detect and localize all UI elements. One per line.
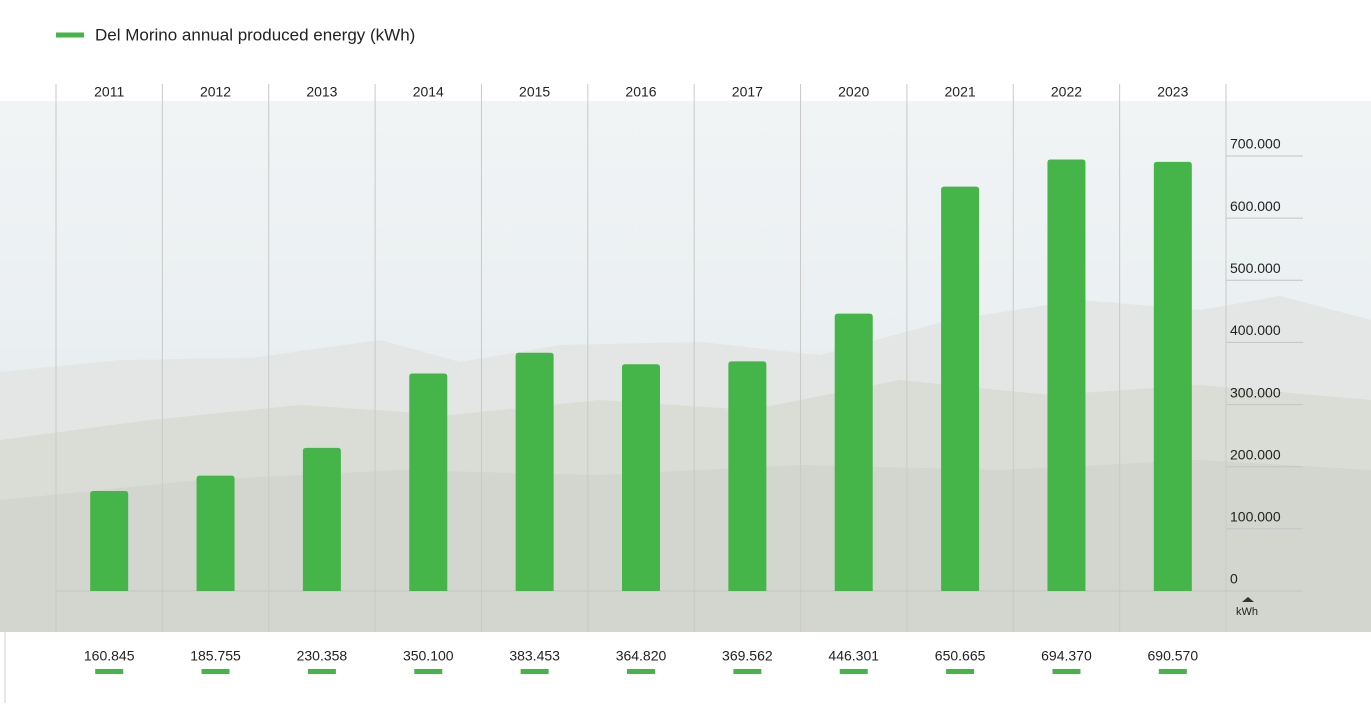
value-marker: [414, 669, 442, 674]
value-marker: [521, 669, 549, 674]
x-tick-label: 2017: [732, 84, 763, 100]
legend: Del Morino annual produced energy (kWh): [56, 25, 415, 44]
value-label: 694.370: [1041, 648, 1092, 664]
legend-label: Del Morino annual produced energy (kWh): [95, 25, 415, 44]
value-label: 185.755: [190, 648, 241, 664]
value-marker: [1159, 669, 1187, 674]
value-marker: [733, 669, 761, 674]
bar: [409, 373, 447, 591]
bar: [197, 476, 235, 591]
value-marker: [627, 669, 655, 674]
x-tick-label: 2011: [94, 84, 124, 100]
value-label: 160.845: [84, 648, 135, 664]
x-tick-label: 2023: [1157, 84, 1188, 100]
bar: [1154, 162, 1192, 591]
value-label: 383.453: [509, 648, 560, 664]
value-marker: [946, 669, 974, 674]
bar: [622, 364, 660, 591]
x-tick-label: 2012: [200, 84, 231, 100]
value-label: 350.100: [403, 648, 454, 664]
value-label: 650.665: [935, 648, 986, 664]
value-marker: [308, 669, 336, 674]
y-axis-label: kWh: [1236, 606, 1258, 618]
bar: [1047, 159, 1085, 591]
y-tick-label: 400.000: [1230, 322, 1281, 338]
value-label: 690.570: [1148, 648, 1199, 664]
bar: [835, 314, 873, 591]
y-tick-label: 500.000: [1230, 260, 1281, 276]
y-tick-label: 600.000: [1230, 198, 1281, 214]
x-tick-label: 2016: [625, 84, 656, 100]
bar: [303, 448, 341, 591]
value-label: 364.820: [616, 648, 667, 664]
value-marker: [840, 669, 868, 674]
bar: [728, 361, 766, 591]
x-tick-label: 2022: [1051, 84, 1082, 100]
value-label: 230.358: [297, 648, 348, 664]
value-marker: [1052, 669, 1080, 674]
y-tick-label: 300.000: [1230, 384, 1281, 400]
x-tick-label: 2015: [519, 84, 550, 100]
x-tick-label: 2020: [838, 84, 869, 100]
y-tick-label: 0: [1230, 571, 1238, 587]
x-tick-label: 2014: [413, 84, 444, 100]
chart: Del Morino annual produced energy (kWh) …: [0, 0, 1371, 703]
x-tick-label: 2013: [306, 84, 337, 100]
bar: [516, 353, 554, 591]
bar: [90, 491, 128, 591]
value-label: 446.301: [828, 648, 879, 664]
y-tick-label: 200.000: [1230, 446, 1281, 462]
value-label: 369.562: [722, 648, 773, 664]
value-marker: [202, 669, 230, 674]
value-marker: [95, 669, 123, 674]
page: {"chart_data": { "type": "bar", "categor…: [0, 0, 1371, 703]
y-tick-label: 100.000: [1230, 509, 1281, 525]
bar: [941, 187, 979, 591]
y-tick-label: 700.000: [1230, 136, 1281, 152]
x-tick-label: 2021: [945, 84, 976, 100]
